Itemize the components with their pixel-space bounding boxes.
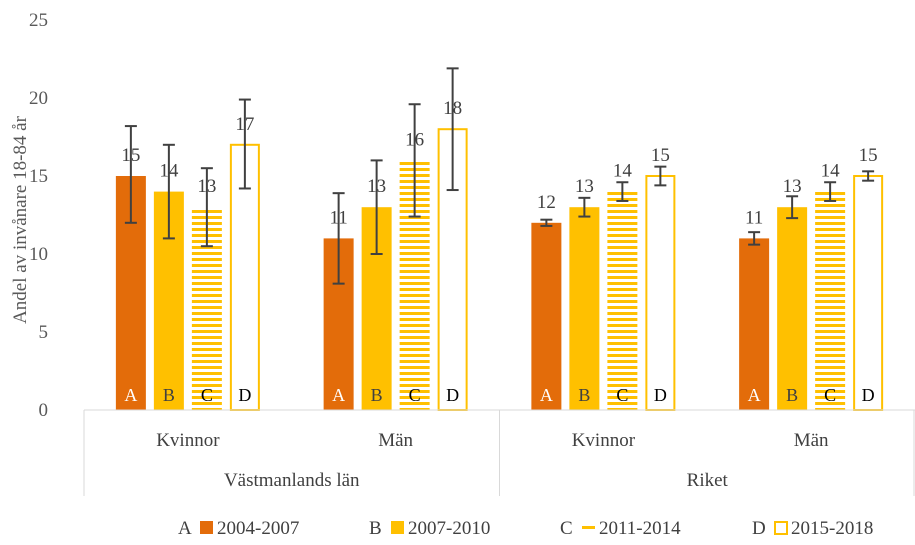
x-group-label: Riket: [687, 470, 729, 491]
legend-letter: C: [560, 518, 573, 539]
bar: [645, 175, 676, 411]
y-axis-label: Andel av invånare 18-84 år: [10, 115, 31, 324]
bar: [815, 191, 846, 410]
legend-swatch: [200, 521, 213, 534]
bar-letter: B: [163, 385, 175, 405]
data-label: 15: [651, 145, 670, 166]
data-label: 11: [745, 207, 763, 228]
x-tick-label: Män: [794, 430, 829, 451]
bar-letter: C: [409, 385, 421, 405]
legend-swatch: [582, 526, 595, 529]
legend-letter: D: [752, 518, 766, 539]
x-group-label: Västmanlands län: [224, 470, 360, 491]
data-label: 14: [613, 161, 633, 182]
bar-letter: B: [578, 385, 590, 405]
x-tick-label: Män: [378, 430, 413, 451]
data-label: 18: [443, 98, 462, 119]
legend-letter: B: [369, 518, 382, 539]
y-tick-label: 5: [39, 322, 49, 343]
legend-label: 2011-2014: [599, 518, 681, 539]
bar: [739, 238, 770, 410]
bar-letter: A: [124, 385, 137, 405]
data-label: 13: [197, 176, 216, 197]
data-label: 14: [821, 161, 841, 182]
y-tick-label: 20: [29, 88, 48, 109]
bar: [607, 191, 638, 410]
y-tick-label: 10: [29, 244, 48, 265]
y-tick-label: 25: [29, 10, 48, 31]
legend-letter: A: [178, 518, 192, 539]
data-label: 14: [159, 161, 179, 182]
bar: [569, 207, 600, 410]
y-axis: 0 5 10 15 20 25: [29, 10, 48, 421]
bar-letter: B: [371, 385, 383, 405]
bar-letter: A: [540, 385, 553, 405]
bar: [853, 175, 884, 411]
bar-letter: D: [238, 385, 251, 405]
bar-letter: A: [748, 385, 761, 405]
legend-swatch: [774, 521, 788, 535]
data-label: 11: [329, 207, 347, 228]
bar-letter: D: [654, 385, 667, 405]
bar-letter: B: [786, 385, 798, 405]
bar: [777, 207, 808, 410]
bar-letter: C: [824, 385, 836, 405]
bar: [531, 222, 562, 410]
data-label: 17: [235, 114, 254, 135]
data-label: 13: [575, 176, 594, 197]
legend-label: 2015-2018: [791, 518, 873, 539]
bar-letter: D: [862, 385, 875, 405]
bars: A 15 B 14 C 13 D 17 A 11 B 13 C 16 D 18 A 12 B 13 C 14 D 15 A 11 B…: [115, 67, 884, 412]
legend-swatch: [391, 521, 404, 534]
data-label: 13: [783, 176, 802, 197]
legend-label: 2004-2007: [217, 518, 299, 539]
bar-letter: C: [201, 385, 213, 405]
bar-letter: D: [446, 385, 459, 405]
x-tick-label: Kvinnor: [156, 430, 220, 451]
x-tick-label: Kvinnor: [572, 430, 636, 451]
legend: A 2004-2007 B 2007-2010 C 2011-2014 D 2015-2018: [178, 518, 873, 539]
bar-letter: C: [616, 385, 628, 405]
data-label: 15: [859, 145, 878, 166]
data-label: 12: [537, 192, 556, 213]
data-label: 15: [121, 145, 140, 166]
y-tick-label: 0: [39, 400, 49, 421]
data-label: 16: [405, 129, 424, 150]
bar-letter: A: [332, 385, 345, 405]
y-tick-label: 15: [29, 166, 48, 187]
data-label: 13: [367, 176, 386, 197]
legend-label: 2007-2010: [408, 518, 490, 539]
